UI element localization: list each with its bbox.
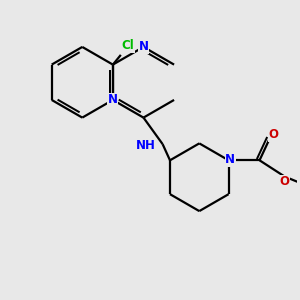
Text: O: O xyxy=(268,128,278,141)
Text: NH: NH xyxy=(136,139,156,152)
Text: O: O xyxy=(280,175,290,188)
Text: N: N xyxy=(225,153,235,166)
Text: Cl: Cl xyxy=(121,39,134,52)
Text: N: N xyxy=(139,40,148,53)
Text: N: N xyxy=(108,93,118,106)
